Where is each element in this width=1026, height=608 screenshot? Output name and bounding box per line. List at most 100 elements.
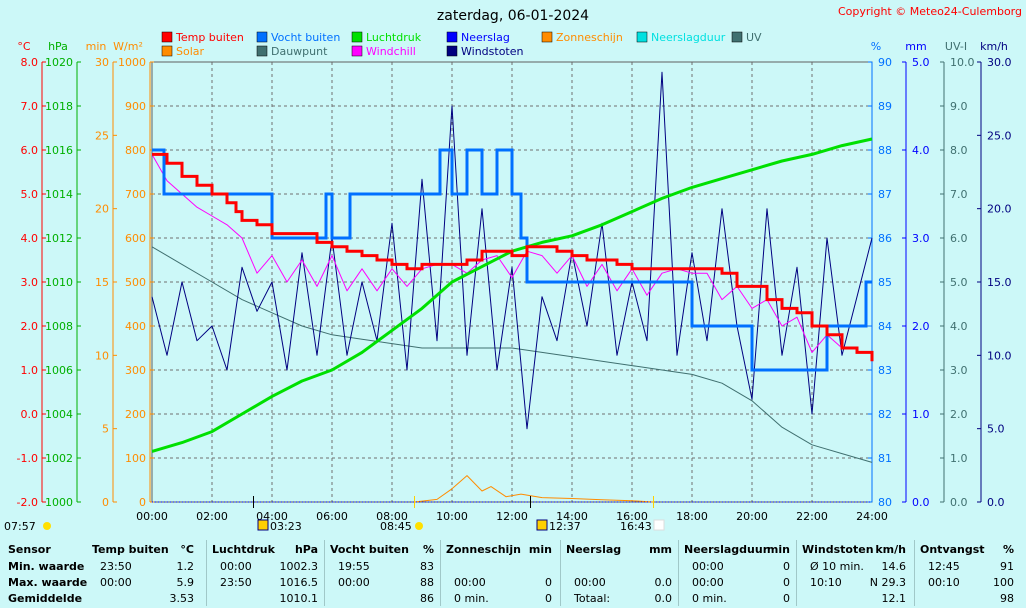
axis-tick-label: 1004 xyxy=(45,408,73,421)
stats-col-unit: % xyxy=(422,543,434,556)
axis-tick-label: 1014 xyxy=(45,188,73,201)
axis-tick-label: 5.0 xyxy=(987,423,1005,436)
stats-time: 0 min. xyxy=(454,592,489,605)
stats-value: 1.2 xyxy=(176,560,195,573)
event-time-sunrise: 07:57 xyxy=(4,520,36,533)
axis-tick-label: 1000 xyxy=(45,496,73,509)
legend-swatch xyxy=(446,31,458,43)
axis-tick-label: 100 xyxy=(125,452,146,465)
axis-tick-label: 500 xyxy=(125,276,146,289)
stats-time: 19:55 xyxy=(338,560,370,573)
legend-label: UV xyxy=(746,31,762,44)
axis-tick-label: 0 xyxy=(102,496,109,509)
axis-tick-label: 400 xyxy=(125,320,146,333)
stats-value: N 29.3 xyxy=(869,576,906,589)
axis-tick-label: 1018 xyxy=(45,100,73,113)
series-windstoten xyxy=(151,71,873,430)
moon-icon xyxy=(257,519,269,531)
stats-time: 00:00 xyxy=(692,576,724,589)
stats-separator xyxy=(560,540,561,606)
stats-value: 100 xyxy=(993,576,1014,589)
legend-label: Neerslagduur xyxy=(651,31,726,44)
axis-tick-label: 3.0 xyxy=(912,232,930,245)
copyright: Copyright © Meteo24-Culemborg xyxy=(838,5,1022,18)
axis-unit: % xyxy=(871,40,881,53)
stats-col-unit: mm xyxy=(649,543,672,556)
stats-sensor-header: Sensor xyxy=(8,543,51,556)
legend-swatch xyxy=(256,31,268,43)
axis-tick-label: 2.0 xyxy=(950,408,968,421)
x-tick-label: 00:00 xyxy=(136,510,168,523)
stats-col-unit: % xyxy=(1002,543,1014,556)
axis-tick-label: 5.0 xyxy=(912,56,930,69)
stats-time: 00:00 xyxy=(220,560,252,573)
axis-tick-label: 10.0 xyxy=(987,349,1012,362)
x-tick-label: 22:00 xyxy=(796,510,828,523)
stats-col-title: Ontvangst xyxy=(920,543,985,556)
axis-tick-label: 700 xyxy=(125,188,146,201)
stats-col-unit: hPa xyxy=(294,543,318,556)
stats-value: 0 xyxy=(783,576,790,589)
axis-tick-label: 6.0 xyxy=(950,232,968,245)
stats-value: 0.0 xyxy=(654,592,673,605)
stats-value: 0.0 xyxy=(654,576,673,589)
legend-label: Luchtdruk xyxy=(366,31,422,44)
axis-tick-label: 83 xyxy=(878,364,892,377)
legend-label: Zonneschijn xyxy=(556,31,623,44)
axis-tick-label: 90 xyxy=(878,56,892,69)
stats-col-title: Neerslagduur xyxy=(684,543,769,556)
stats-separator xyxy=(324,540,325,606)
axis-tick-label: 0.0 xyxy=(987,496,1005,509)
axis-tick-label: 7.0 xyxy=(21,100,39,113)
stats-col-unit: min xyxy=(528,543,552,556)
legend-swatch xyxy=(541,31,553,43)
stats-value: 14.6 xyxy=(881,560,907,573)
stats-col-title: Temp buiten xyxy=(92,543,169,556)
legend-swatch xyxy=(636,31,648,43)
stats-col-title: Vocht buiten xyxy=(330,543,409,556)
stats-row-label: Max. waarde xyxy=(8,576,88,589)
axis-tick-label: 30 xyxy=(95,56,109,69)
x-tick-label: 24:00 xyxy=(856,510,888,523)
x-tick-label: 02:00 xyxy=(196,510,228,523)
event-time-sunset: 16:43 xyxy=(620,520,652,533)
stats-value: 12.1 xyxy=(881,592,907,605)
event-time-moonrise: 12:37 xyxy=(549,520,581,533)
x-tick-label: 12:00 xyxy=(496,510,528,523)
legend-label: Vocht buiten xyxy=(271,31,340,44)
axis-tick-label: 89 xyxy=(878,100,892,113)
stats-value: 1002.3 xyxy=(279,560,319,573)
axis-tick-label: 15.0 xyxy=(987,276,1012,289)
legend-label: Windstoten xyxy=(461,45,523,58)
stats-time: 23:50 xyxy=(220,576,252,589)
series-windchill xyxy=(151,154,843,353)
event-time-civil: 08:45 xyxy=(380,520,412,533)
stats-col-unit: °C xyxy=(180,543,194,556)
axis-tick-label: 1000 xyxy=(118,56,146,69)
legend-swatch xyxy=(161,45,173,57)
series-dauwpunt xyxy=(151,246,873,463)
axis-tick-label: 0.0 xyxy=(21,408,39,421)
stats-time: 00:00 xyxy=(338,576,370,589)
legend-label: Dauwpunt xyxy=(271,45,328,58)
stats-value: 3.53 xyxy=(169,592,195,605)
axis-tick-label: 8.0 xyxy=(950,144,968,157)
axis-tick-label: 1016 xyxy=(45,144,73,157)
axis-tick-label: 4.0 xyxy=(950,320,968,333)
axis-unit: W/m² xyxy=(113,40,143,53)
stats-col-title: Luchtdruk xyxy=(212,543,275,556)
axis-tick-label: 200 xyxy=(125,408,146,421)
legend-swatch xyxy=(351,31,363,43)
stats-time: 0 min. xyxy=(692,592,727,605)
axis-tick-label: 4.0 xyxy=(21,232,39,245)
stats-row-label: Min. waarde xyxy=(8,560,85,573)
axis-tick-label: 0.0 xyxy=(912,496,930,509)
legend-swatch xyxy=(161,31,173,43)
axis-tick-label: 20 xyxy=(95,203,109,216)
stats-value: 5.9 xyxy=(176,576,195,589)
sunset-icon xyxy=(653,519,665,531)
stats-col-title: Zonneschijn xyxy=(446,543,521,556)
stats-value: 0 xyxy=(545,576,552,589)
axis-tick-label: 1002 xyxy=(45,452,73,465)
stats-time: 00:00 xyxy=(454,576,486,589)
